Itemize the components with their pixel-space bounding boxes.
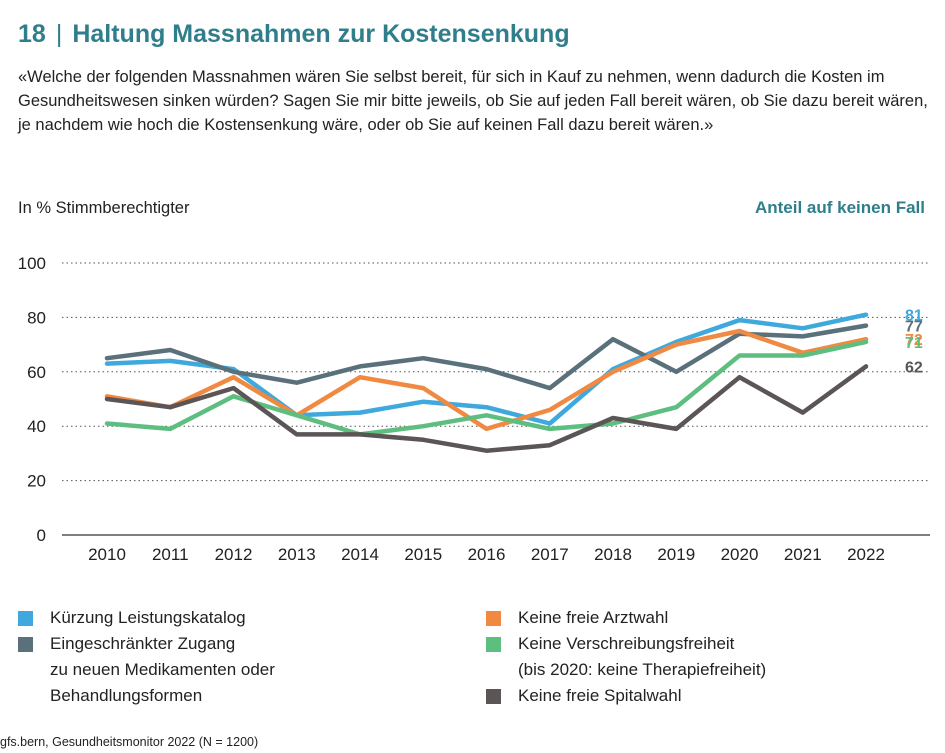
series-line-2 (104, 328, 869, 432)
legend-label-line: Keine freie Spitalwahl (518, 686, 682, 705)
x-tick-label-2015: 2015 (404, 545, 442, 564)
x-tick-label-2017: 2017 (531, 545, 569, 564)
x-axis-tick-labels: 2010 2011 2012 2013 2014 2015 2016 2017 2018 2019… (88, 545, 885, 564)
x-tick-label-2019: 2019 (657, 545, 695, 564)
legend-swatch (486, 611, 501, 626)
y-tick-label-100: 100 (18, 254, 46, 273)
chart-number: 18 (18, 20, 46, 48)
legend-item: Keine freie Spitalwahl (486, 683, 766, 709)
chart-subheading: Anteil auf keinen Fall (754, 198, 925, 217)
x-tick-label-2014: 2014 (341, 545, 379, 564)
legend-swatch (486, 689, 501, 704)
series-line-4 (104, 364, 869, 453)
legend-label-line: Eingeschränkter Zugang (50, 634, 236, 653)
legend-swatch (18, 611, 33, 626)
title-separator: | (55, 20, 63, 48)
series-line-3 (104, 339, 869, 437)
x-tick-label-2013: 2013 (278, 545, 316, 564)
legend-label-line: zu neuen Medikamenten oder (50, 660, 275, 679)
series-end-label-1: 77 (905, 319, 923, 336)
legend-right-column: Keine freie Arztwahl Keine Verschreibungs… (486, 605, 766, 709)
legend-swatch (18, 637, 33, 652)
x-tick-label-2018: 2018 (594, 545, 632, 564)
survey-question: «Welche der folgenden Massnahmen wären S… (18, 68, 928, 134)
series-end-label-3: 71 (905, 335, 923, 352)
legend-swatch (486, 637, 501, 652)
series-end-label-2: 72 (905, 332, 923, 349)
legend-label-line: Kürzung Leistungskatalog (50, 608, 246, 627)
y-tick-label-40: 40 (27, 417, 46, 436)
legend-label-line: Keine Verschreibungsfreiheit (518, 634, 735, 653)
legend-item: Keine freie Arztwahl (486, 605, 766, 631)
x-tick-label-2021: 2021 (784, 545, 822, 564)
x-tick-label-2020: 2020 (721, 545, 759, 564)
legend-left-column: Kürzung Leistungskatalog Eingeschränkter … (18, 605, 275, 709)
x-tick-label-2010: 2010 (88, 545, 126, 564)
legend-item: Keine Verschreibungsfreiheit (bis 2020: k… (486, 631, 766, 683)
series-end-label-4: 62 (905, 359, 923, 376)
chart-grid (62, 262, 930, 536)
y-tick-label-0: 0 (37, 526, 46, 545)
chart-title: 18 | Haltung Massnahmen zur Kostensenkung (18, 20, 570, 49)
y-tick-label-80: 80 (27, 308, 46, 327)
chart-title-text: Haltung Massnahmen zur Kostensenkung (72, 20, 570, 48)
y-tick-label-60: 60 (27, 363, 46, 382)
series-line-1 (104, 323, 869, 391)
y-tick-label-20: 20 (27, 472, 46, 491)
series-line-0 (104, 312, 869, 426)
legend-label-line: Keine freie Arztwahl (518, 608, 669, 627)
x-tick-label-2011: 2011 (152, 545, 189, 564)
legend-label-line: Behandlungsformen (50, 686, 203, 705)
chart-series-lines (104, 312, 869, 453)
x-tick-label-2012: 2012 (215, 545, 253, 564)
legend-item: Eingeschränkter Zugang zu neuen Medikamen… (18, 631, 275, 709)
y-axis-tick-labels: 0 20 40 60 80 100 (18, 254, 46, 545)
source-note: gfs.bern, Gesundheitsmonitor 2022 (N = 1… (0, 735, 259, 749)
legend-item: Kürzung Leistungskatalog (18, 605, 275, 631)
x-tick-label-2016: 2016 (468, 545, 506, 564)
legend-label-line: (bis 2020: keine Therapiefreiheit) (518, 660, 767, 679)
unit-label: In % Stimmberechtigter (18, 199, 190, 217)
series-end-label-0: 81 (905, 308, 923, 325)
x-tick-label-2022: 2022 (847, 545, 885, 564)
